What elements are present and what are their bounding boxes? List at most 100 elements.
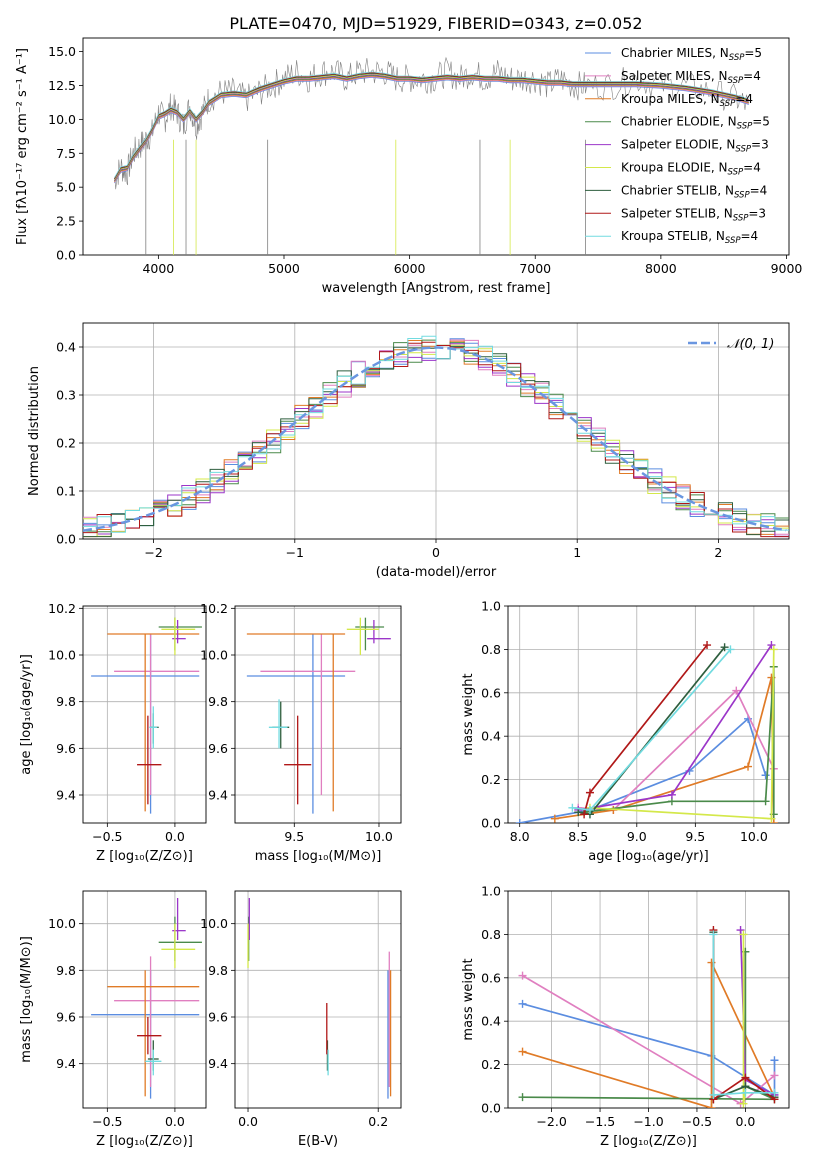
y-tick-label: 9.8 [56,963,76,978]
y-tick-label: 9.4 [208,1056,228,1071]
errorbar-marker [172,898,186,940]
plus-marker [550,814,559,823]
y-tick-label: 9.6 [56,1010,76,1025]
x-axis-label: (data-model)/error [376,565,497,580]
y-tick-label: 0.8 [481,642,501,657]
x-axis-label: mass [log₁₀(M/M⊙)] [255,849,382,864]
plot-area [246,617,391,814]
axes-frame [507,890,790,1109]
errorbar-marker [272,701,290,749]
errorbar-marker [268,699,288,749]
plus-marker [518,1047,527,1056]
y-tick-label: 1.0 [481,884,501,899]
x-tick-label: 8.5 [568,829,588,844]
plus-marker [518,1093,527,1102]
figure-title: PLATE=0470, MJD=51929, FIBERID=0343, z=0… [229,14,642,33]
errorbar-marker [150,713,159,744]
legend-entry: 𝒩(0, 1) [727,337,774,352]
plot-area [518,926,779,1108]
model-line [114,74,749,181]
panel-age_vs_Z: −0.5 0.0 9.4 9.6 9.8 10.0 10.2 Z [log₁₀(Z/Z⊙)] a… [19,601,207,864]
plus-marker [770,1088,779,1097]
y-axis-label: mass weight [461,673,476,755]
y-tick-label: 0.0 [481,1101,501,1116]
y-tick-label: 10.0 [200,648,228,663]
x-tick-label: −0.5 [92,1114,122,1129]
model-line [114,75,749,183]
errorbar-marker [172,620,186,644]
errorbar-marker [137,1017,162,1055]
legend-entry: Chabrier ELODIE, NSSP=5 [621,115,770,132]
y-tick-label: 15.0 [48,44,76,59]
x-tick-label: 9000 [771,261,803,276]
x-tick-label: 1 [573,545,581,560]
legend-entry: Kroupa MILES, NSSP=4 [621,92,753,109]
x-tick-label: 0 [432,545,440,560]
errorbar-marker [246,634,346,814]
x-tick-label: 0.0 [238,1114,258,1129]
plus-marker [709,930,718,939]
y-tick-label: 10.0 [48,916,76,931]
y-tick-label: 10.0 [48,648,76,663]
x-tick-label: 10.0 [740,829,768,844]
y-tick-label: 9.4 [208,788,228,803]
axes-frame [82,890,207,1109]
mass-weight-line [578,646,726,816]
y-tick-label: 1.0 [481,599,501,614]
model-line [114,72,749,179]
legend-entry: Salpeter MILES, NSSP=4 [621,69,761,86]
y-tick-label: 0.6 [481,970,501,985]
x-axis-label: wavelength [Angstrom, rest frame] [322,281,551,296]
x-tick-label: −1 [286,545,304,560]
mass-weight-line [578,644,773,811]
y-tick-label: 0.0 [56,248,76,263]
x-axis-label: age [log₁₀(age/yr)] [588,849,709,864]
legend-entry: Chabrier MILES, NSSP=5 [621,46,762,63]
errorbar-marker [161,923,196,968]
plus-marker [574,808,583,817]
errorbar-marker [107,970,200,1097]
plot-area [91,617,202,814]
errorbar-marker [114,634,200,795]
plot-area [83,335,789,538]
y-tick-label: 0.0 [481,816,501,831]
axes-frame [234,890,402,1109]
plus-marker [732,686,741,695]
x-tick-label: 7000 [519,261,551,276]
legend-entry: Chabrier STELIB, NSSP=4 [621,183,767,200]
x-tick-label: −1.0 [633,1114,663,1129]
errorbar-marker [145,1049,162,1076]
x-tick-label: 9.5 [284,829,304,844]
y-tick-label: 9.4 [56,788,76,803]
plus-marker [761,797,770,806]
model-line [114,71,749,178]
errorbar-marker [367,620,391,644]
panel-mass_vs_EBV: 0.0 0.2 9.4 9.6 9.8 10.0 E(B-V) [200,890,402,1149]
y-tick-label: 9.8 [208,694,228,709]
model-line [114,76,749,183]
x-tick-label: 0.0 [165,1114,185,1129]
model-line [114,73,749,180]
y-tick-label: 0.4 [56,340,76,355]
x-tick-label: 9.5 [685,829,705,844]
y-axis-label: age [log₁₀(age/yr)] [19,654,34,775]
panel-age_vs_mass: 9.5 10.0 9.4 9.6 9.8 10.0 10.2 mass [log₁₀(M/M⊙… [200,601,402,864]
plus-marker [770,1071,779,1080]
normal-curve [83,346,787,532]
x-tick-label: 6000 [394,261,426,276]
plot-area [515,641,778,823]
plot-area [247,898,392,1099]
plus-marker [580,810,589,819]
plus-marker [767,814,776,823]
legend: Chabrier MILES, NSSP=5 Salpeter MILES, NS… [585,46,770,246]
axes-frame [82,322,790,540]
y-tick-label: 12.5 [48,78,76,93]
x-axis-label: E(B-V) [298,1134,338,1149]
x-tick-label: −0.5 [682,1114,712,1129]
plus-marker [726,645,735,654]
y-tick-label: 10.0 [200,916,228,931]
y-tick-label: 0.6 [481,685,501,700]
mass-weight-line [589,649,775,820]
plus-marker [518,999,527,1008]
y-tick-label: 9.8 [56,694,76,709]
